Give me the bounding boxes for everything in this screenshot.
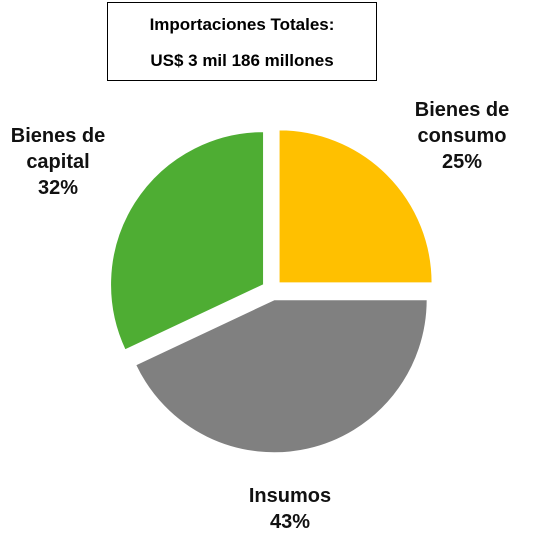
chart-subtitle: US$ 3 mil 186 millones: [150, 51, 334, 70]
pie-slice: [278, 129, 433, 284]
chart-title: Importaciones Totales:: [149, 15, 335, 34]
pie-slice: [110, 131, 265, 351]
category-label: Bienes de consumo: [414, 99, 510, 147]
value-label: 25%: [441, 151, 483, 173]
value-label: 43%: [269, 511, 311, 533]
slice-label: Bienes de capital 32%: [0, 123, 120, 201]
slice-label: Insumos 43%: [228, 483, 352, 535]
title-box: Importaciones Totales: US$ 3 mil 186 mil…: [107, 2, 377, 81]
category-label: Insumos: [248, 485, 332, 507]
category-label: Bienes de capital: [10, 125, 106, 173]
pie-slice: [135, 299, 428, 454]
value-label: 32%: [37, 177, 79, 199]
slice-label: Bienes de consumo 25%: [400, 97, 524, 175]
